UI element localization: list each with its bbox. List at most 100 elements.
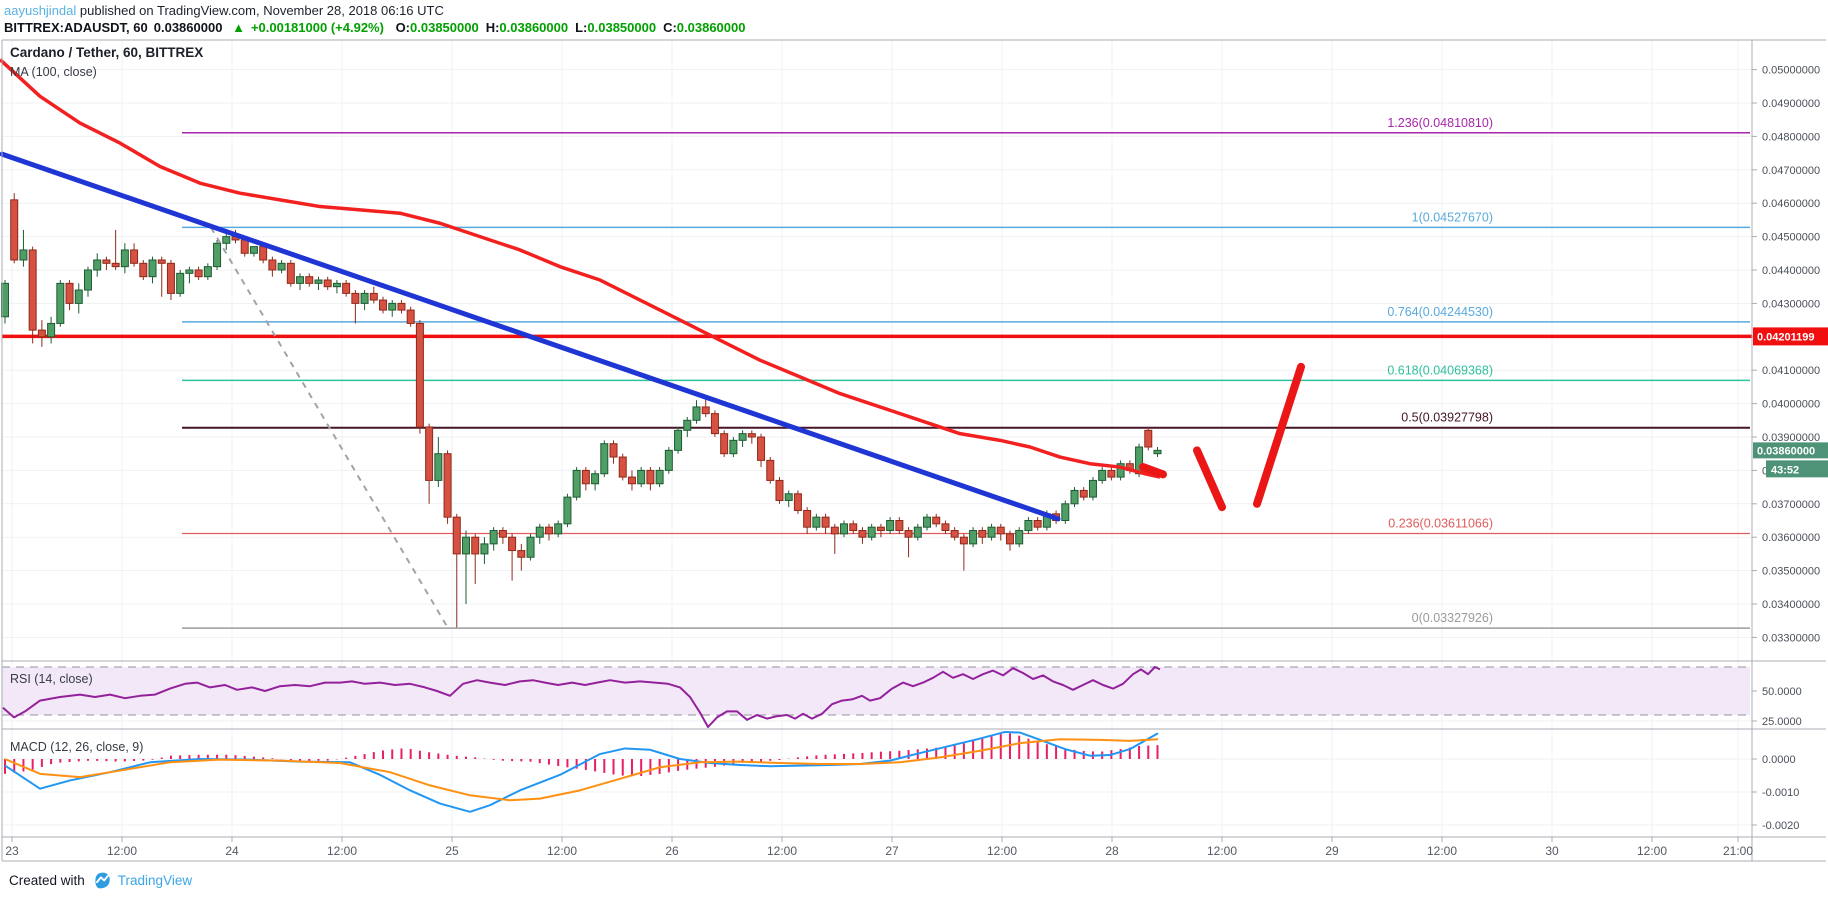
candle (498, 530, 507, 538)
change-text: +0.00181000 (+4.92%) (250, 20, 384, 35)
candle (296, 276, 305, 284)
candle (913, 526, 922, 538)
candle (65, 282, 74, 304)
candle (886, 520, 895, 532)
candle (784, 493, 793, 501)
last-price-badge (1753, 442, 1828, 459)
candle (812, 516, 821, 528)
candle (646, 469, 655, 485)
candle (655, 469, 664, 485)
fib-label: 1(0.04527670) (1412, 210, 1493, 224)
candle (544, 526, 553, 535)
candle (111, 262, 120, 268)
candle (609, 443, 618, 458)
price-axis-label: 0.04900000 (1762, 98, 1820, 110)
price-axis-label: 0.04700000 (1762, 165, 1820, 177)
price-chart[interactable]: 1.236(0.04810810) 1(0.04527670) 0.764(0.04… (0, 38, 1828, 862)
macd-axis-label: -0.0020 (1762, 820, 1799, 832)
candle (775, 479, 784, 501)
candle (406, 309, 415, 324)
candle (268, 259, 277, 271)
candle (637, 469, 646, 485)
high-value: 0.03860000 (499, 20, 569, 35)
time-axis-label: 12:00 (1427, 844, 1457, 858)
time-axis-label: 23 (5, 844, 19, 858)
candle (1024, 520, 1033, 532)
candle (978, 530, 987, 538)
candle (959, 536, 968, 545)
candle (904, 530, 913, 538)
candle (591, 473, 600, 485)
time-axis-label: 27 (885, 844, 899, 858)
candle (388, 302, 397, 311)
fib-label: 1.236(0.04810810) (1387, 116, 1493, 130)
candle (664, 449, 673, 471)
chart-title: Cardano / Tether, 60, BITTREX (10, 45, 203, 60)
candle (56, 282, 65, 324)
candle (1144, 429, 1153, 448)
countdown-badge (1766, 460, 1828, 478)
candle (314, 279, 323, 284)
trendline-dashed (210, 227, 449, 629)
time-axis-label: 28 (1105, 844, 1119, 858)
open-label: O: (395, 20, 411, 35)
candle (452, 516, 461, 555)
time-axis-label: 25 (445, 844, 459, 858)
countdown-badge-label: 43:52 (1771, 464, 1799, 476)
candle (766, 459, 775, 481)
price-axis-label: 0.03400000 (1762, 599, 1820, 611)
candle (535, 526, 544, 538)
candle (830, 526, 839, 535)
candle (793, 493, 802, 511)
candle (369, 292, 378, 301)
candle (434, 453, 443, 481)
candle (74, 289, 83, 304)
candle (950, 530, 959, 538)
candle (729, 439, 738, 455)
candle (443, 453, 452, 518)
fib-label: 0(0.03327926) (1412, 611, 1493, 625)
header: aayushjindal published on TradingView.co… (0, 0, 1828, 38)
candle (203, 266, 212, 278)
candle (941, 523, 950, 532)
candle (83, 269, 92, 291)
candle (462, 536, 470, 555)
candle (10, 199, 19, 261)
candle (185, 269, 194, 274)
price-axis-label: 0.03600000 (1762, 532, 1820, 544)
signal-line (4, 738, 1159, 802)
time-axis-label: 12:00 (327, 844, 357, 858)
candle (683, 419, 692, 431)
author-link[interactable]: aayushjindal (4, 3, 77, 18)
candle (286, 262, 295, 284)
tradingview-link[interactable]: TradingView (117, 873, 193, 888)
price-axis-label: 0.04600000 (1762, 198, 1820, 210)
publish-line: aayushjindal published on TradingView.co… (0, 0, 1828, 18)
price-axis-label: 0.04100000 (1762, 365, 1820, 377)
candle (480, 543, 489, 555)
price-axis-label: 0.04400000 (1762, 265, 1820, 277)
open-value: 0.03850000 (410, 20, 479, 35)
drawn-arrow-stroke (1193, 446, 1226, 512)
last-price-text: 0.03860000 (153, 20, 223, 35)
time-axis-label: 30 (1545, 844, 1559, 858)
fib-label: 0.5(0.03927798) (1401, 411, 1493, 425)
candle (895, 520, 904, 532)
rsi-axis-label: 25.0000 (1762, 716, 1802, 728)
candle (563, 496, 572, 525)
drawn-arrow-stroke (1139, 463, 1167, 479)
price-axis-label: 0.03700000 (1762, 499, 1820, 511)
candle (867, 526, 876, 538)
time-axis-label: 12:00 (107, 844, 137, 858)
candle (342, 282, 351, 294)
candle (240, 239, 249, 254)
chart-svg: 1.236(0.04810810) 1(0.04527670) 0.764(0.04… (0, 39, 1828, 862)
macd-axis-label: -0.0010 (1762, 787, 1799, 799)
fib-label: 0.764(0.04244530) (1387, 305, 1493, 319)
macd-legend: MACD (12, 26, close, 9) (10, 740, 143, 754)
candle (1107, 469, 1116, 478)
candle (176, 272, 185, 294)
candle (489, 530, 498, 545)
candle (47, 322, 56, 338)
rsi-legend: RSI (14, close) (10, 672, 93, 686)
